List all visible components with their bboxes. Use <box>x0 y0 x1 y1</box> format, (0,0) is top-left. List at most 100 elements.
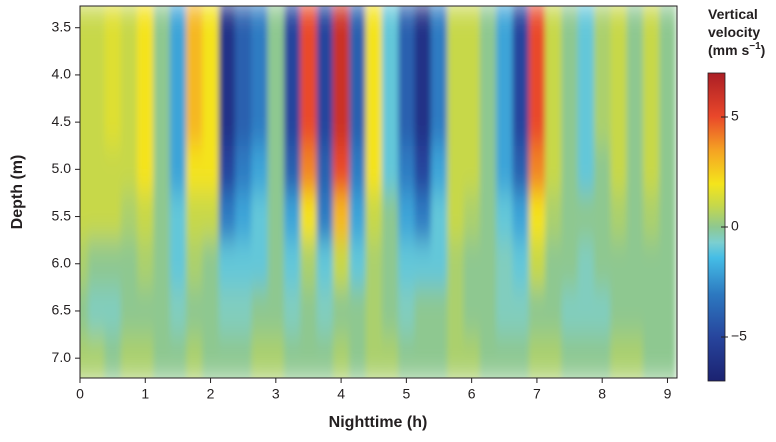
heatmap-cell <box>528 240 546 288</box>
heatmap-cell <box>642 145 660 194</box>
heatmap-cell <box>300 51 318 100</box>
heatmap-cell <box>642 192 660 241</box>
heatmap-cell <box>447 334 464 378</box>
heatmap-cell <box>561 98 579 147</box>
x-tick-label: 3 <box>272 386 280 402</box>
heatmap-cell <box>479 192 497 241</box>
heatmap-cell <box>577 51 595 100</box>
heatmap-cell <box>496 51 513 100</box>
heatmap-cell <box>267 6 285 52</box>
heatmap-cell <box>463 240 481 288</box>
heatmap-cell <box>398 145 416 194</box>
heatmap-cell <box>512 192 530 241</box>
heatmap-cell <box>186 192 203 241</box>
heatmap-cell <box>577 145 595 194</box>
heatmap-cell <box>235 240 252 288</box>
heatmap-cell <box>218 145 236 194</box>
heatmap-cell <box>447 287 464 336</box>
heatmap-cell <box>479 98 497 147</box>
heatmap-cell <box>316 6 334 52</box>
heatmap-cell <box>104 98 122 147</box>
heatmap-cell <box>120 240 138 288</box>
heatmap-cell <box>300 287 318 336</box>
heatmap-cell <box>137 6 154 52</box>
heatmap-cell <box>626 334 644 378</box>
heatmap-cell <box>169 287 187 336</box>
heatmap-cell <box>88 98 105 147</box>
heatmap-cell <box>218 51 236 100</box>
heatmap-cell <box>496 6 513 52</box>
heatmap-cell <box>626 145 644 194</box>
heatmap-cell <box>414 240 432 288</box>
heatmap-cell <box>610 240 628 288</box>
heatmap-cell <box>447 51 464 100</box>
heatmap-cell <box>528 98 546 147</box>
y-tick-label: 7.0 <box>52 349 72 365</box>
heatmap-cell <box>88 6 105 52</box>
heatmap-cell <box>267 240 285 288</box>
heatmap-cell <box>594 98 611 147</box>
heatmap-cell <box>594 287 611 336</box>
heatmap <box>80 6 677 378</box>
heatmap-cell <box>137 145 154 194</box>
heatmap-cell <box>235 6 252 52</box>
heatmap-cell <box>642 240 660 288</box>
heatmap-cell <box>512 287 530 336</box>
heatmap-cell <box>528 287 546 336</box>
heatmap-cell <box>398 6 416 52</box>
heatmap-cell <box>267 334 285 378</box>
heatmap-cell <box>251 98 269 147</box>
heatmap-cell <box>545 6 562 52</box>
heatmap-cell <box>120 192 138 241</box>
heatmap-cell <box>120 51 138 100</box>
heatmap-cell <box>561 51 579 100</box>
heatmap-cell <box>512 240 530 288</box>
heatmap-cell <box>626 192 644 241</box>
heatmap-cell <box>528 334 546 378</box>
heatmap-cell <box>137 240 154 288</box>
heatmap-cell <box>577 6 595 52</box>
y-tick-label: 5.0 <box>52 160 72 176</box>
heatmap-cell <box>300 334 318 378</box>
heatmap-cell <box>137 287 154 336</box>
heatmap-cell <box>153 51 171 100</box>
heatmap-cell <box>414 98 432 147</box>
heatmap-cell <box>610 334 628 378</box>
heatmap-cell <box>300 240 318 288</box>
heatmap-cell <box>463 192 481 241</box>
heatmap-cell <box>251 145 269 194</box>
heatmap-cell <box>153 287 171 336</box>
heatmap-cell <box>398 334 416 378</box>
heatmap-cell <box>80 51 89 100</box>
y-tick-label: 4.5 <box>52 113 72 129</box>
heatmap-cell <box>332 192 350 241</box>
heatmap-cell <box>186 6 203 52</box>
heatmap-cell <box>528 145 546 194</box>
heatmap-cell <box>577 192 595 241</box>
heatmap-cell <box>594 192 611 241</box>
heatmap-cell <box>659 98 677 147</box>
heatmap-cell <box>332 334 350 378</box>
heatmap-cell <box>430 145 448 194</box>
x-tick-label: 5 <box>402 386 410 402</box>
heatmap-cell <box>349 287 367 336</box>
heatmap-cell <box>512 6 530 52</box>
heatmap-cell <box>577 287 595 336</box>
heatmap-cell <box>642 287 660 336</box>
heatmap-cell <box>153 192 171 241</box>
heatmap-cell <box>398 240 416 288</box>
heatmap-cell <box>381 98 399 147</box>
heatmap-cell <box>479 145 497 194</box>
heatmap-cell <box>594 240 611 288</box>
heatmap-cell <box>202 287 220 336</box>
heatmap-cell <box>332 145 350 194</box>
heatmap-cell <box>235 51 252 100</box>
heatmap-cell <box>659 51 677 100</box>
heatmap-cell <box>186 240 203 288</box>
colorbar-tick-label: 5 <box>731 108 739 124</box>
heatmap-cell <box>414 287 432 336</box>
heatmap-cell <box>447 6 464 52</box>
heatmap-cell <box>251 51 269 100</box>
x-tick-label: 7 <box>533 386 541 402</box>
